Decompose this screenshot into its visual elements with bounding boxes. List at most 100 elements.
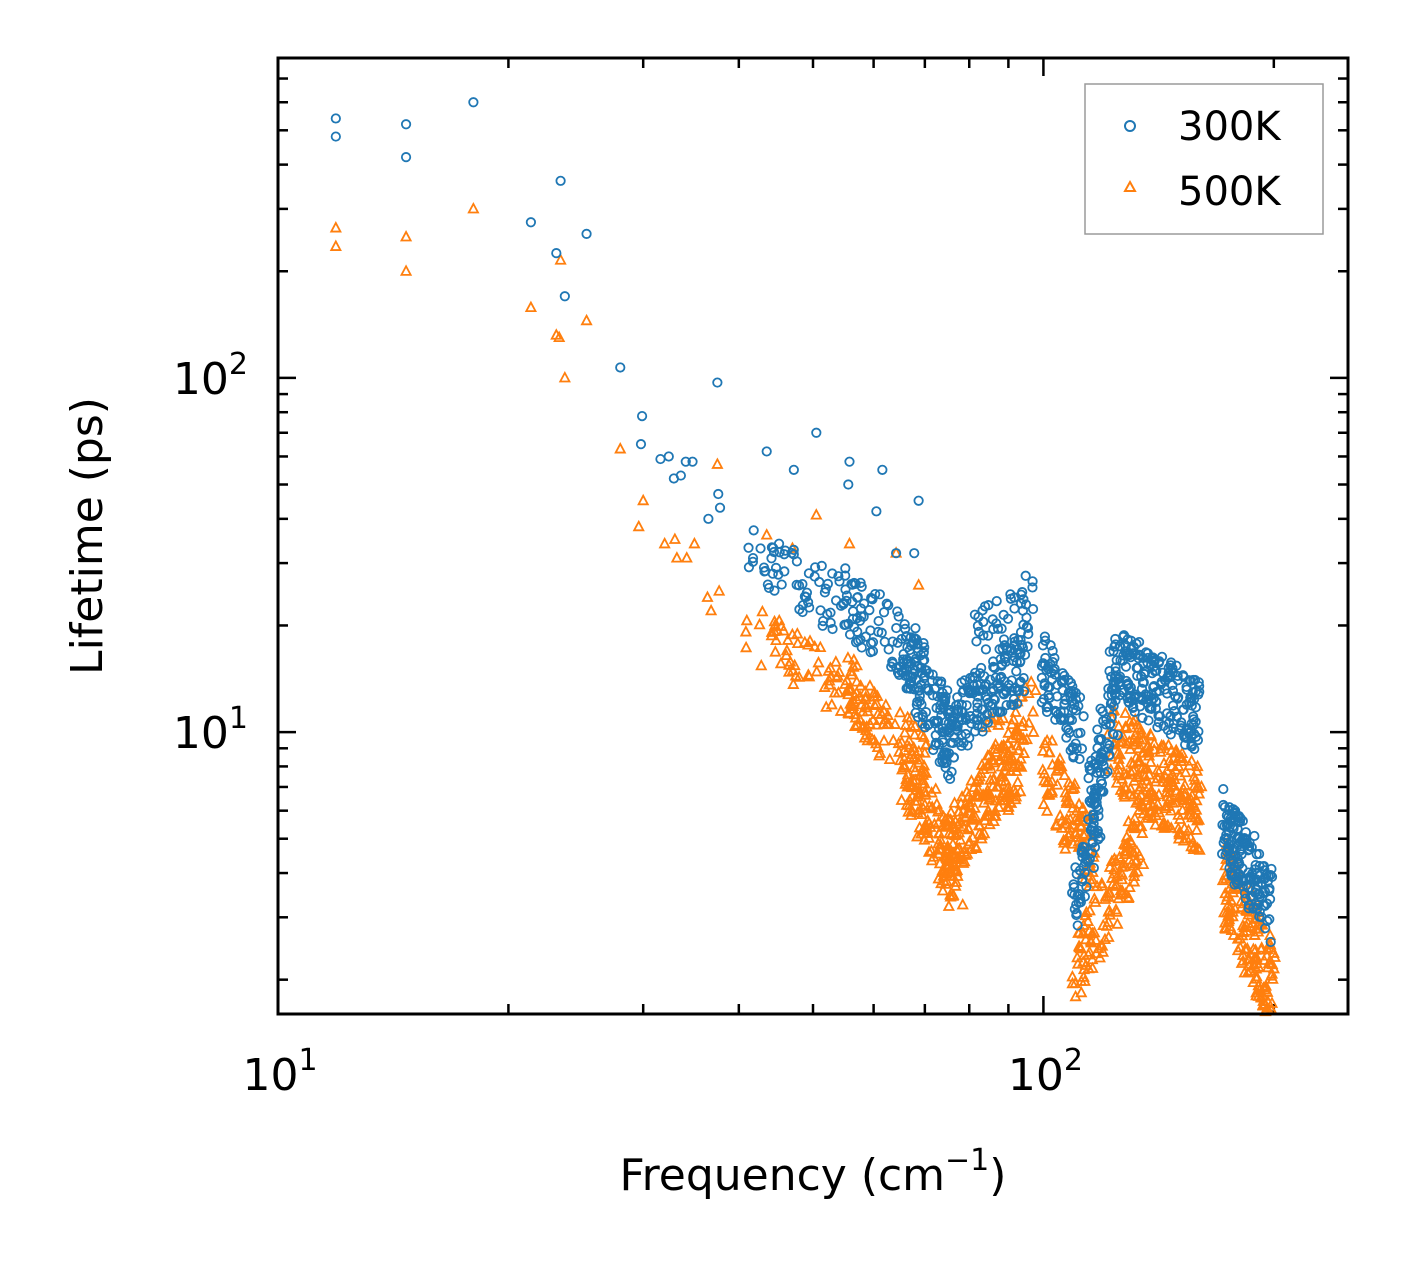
data-point-300k [1217, 819, 1228, 830]
data-point-500k [524, 300, 538, 313]
data-point-300k [923, 685, 934, 696]
data-point-500k [1088, 892, 1101, 904]
data-point-500k [739, 625, 752, 637]
data-point-500k [1051, 778, 1064, 790]
data-point-500k [912, 578, 925, 590]
data-point-500k [863, 679, 877, 691]
data-point-500k [987, 814, 1000, 827]
data-point-300k [820, 583, 831, 594]
data-point-500k [1120, 720, 1133, 732]
data-point-300k [1259, 873, 1270, 885]
data-point-300k [1262, 915, 1273, 927]
data-point-500k [1083, 924, 1096, 936]
data-point-300k [1081, 881, 1092, 892]
data-point-500k [1134, 723, 1147, 735]
data-point-500k [1250, 972, 1263, 984]
data-point-500k [828, 686, 841, 698]
data-point-500k [992, 780, 1005, 792]
data-point-500k [1131, 864, 1144, 877]
data-point-300k [913, 685, 924, 696]
data-point-300k [1224, 844, 1235, 855]
data-point-300k [1074, 753, 1085, 765]
data-point-300k [1148, 661, 1160, 672]
data-point-500k [1055, 814, 1068, 826]
data-point-500k [907, 750, 921, 762]
data-point-300k [780, 545, 791, 556]
data-point-500k [1190, 793, 1203, 806]
data-point-500k [774, 656, 788, 669]
data-point-500k [859, 684, 872, 697]
data-point-300k [913, 495, 924, 506]
data-point-300k [1173, 692, 1184, 703]
data-point-300k [1114, 690, 1125, 701]
data-point-500k [1258, 997, 1272, 1009]
data-point-300k [769, 585, 780, 596]
data-point-500k [632, 519, 645, 532]
data-point-500k [966, 830, 979, 843]
data-point-500k [952, 805, 966, 817]
data-point-300k [922, 720, 934, 731]
data-point-500k [973, 819, 986, 831]
data-point-500k [975, 828, 988, 840]
data-point-300k [1067, 742, 1079, 753]
data-point-300k [991, 596, 1002, 607]
data-point-500k [944, 812, 957, 825]
data-point-300k [992, 623, 1004, 635]
data-point-500k [840, 684, 854, 696]
data-point-500k [1060, 790, 1073, 802]
data-point-500k [1012, 758, 1025, 770]
data-point-300k [811, 427, 822, 438]
data-point-500k [996, 711, 1010, 724]
data-point-500k [1075, 985, 1088, 998]
data-point-300k [1098, 745, 1109, 757]
data-point-300k [1086, 848, 1098, 859]
data-point-500k [1151, 763, 1164, 775]
data-point-500k [1102, 890, 1115, 902]
data-point-500k [989, 793, 1002, 806]
data-point-300k [1167, 700, 1179, 711]
data-point-500k [922, 845, 936, 857]
data-point-300k [1084, 764, 1095, 775]
data-point-500k [1083, 945, 1096, 957]
data-point-300k [1120, 661, 1132, 672]
data-point-300k [952, 692, 963, 703]
data-point-300k [1057, 684, 1068, 696]
data-point-300k [788, 464, 799, 475]
data-point-500k [1108, 862, 1121, 875]
data-point-500k [847, 702, 860, 714]
data-point-500k [964, 800, 977, 812]
data-point-500k [781, 633, 794, 645]
data-point-500k [1055, 759, 1068, 772]
data-point-300k [748, 525, 759, 536]
data-point-500k [1025, 675, 1038, 687]
data-point-300k [1012, 698, 1023, 709]
data-point-300k [1223, 833, 1234, 845]
data-point-500k [908, 728, 921, 740]
data-point-300k [1102, 766, 1113, 777]
data-point-300k [1148, 682, 1159, 693]
data-point-300k [852, 592, 863, 603]
data-point-300k [1118, 631, 1129, 642]
data-point-500k [780, 643, 794, 656]
data-point-500k [1011, 725, 1024, 737]
data-point-500k [1066, 817, 1080, 830]
data-point-300k [1189, 693, 1200, 705]
data-point-500k [1110, 766, 1124, 778]
data-point-500k [1222, 914, 1235, 927]
data-point-500k [1164, 803, 1178, 816]
data-point-500k [789, 669, 802, 681]
data-point-300k [1089, 842, 1101, 853]
data-point-300k [803, 597, 814, 608]
data-point-300k [1027, 603, 1039, 615]
data-point-300k [915, 679, 927, 690]
data-point-500k [1160, 764, 1174, 776]
data-point-500k [908, 744, 921, 756]
data-point-300k [1179, 731, 1190, 742]
data-point-300k [939, 699, 950, 710]
data-point-500k [1120, 737, 1134, 749]
data-point-300k [976, 704, 987, 715]
data-point-300k [1243, 899, 1254, 911]
data-point-500k [1128, 774, 1141, 786]
x-tick-labels: 101 102 [242, 1043, 1083, 1101]
plot-area [276, 56, 1350, 1017]
